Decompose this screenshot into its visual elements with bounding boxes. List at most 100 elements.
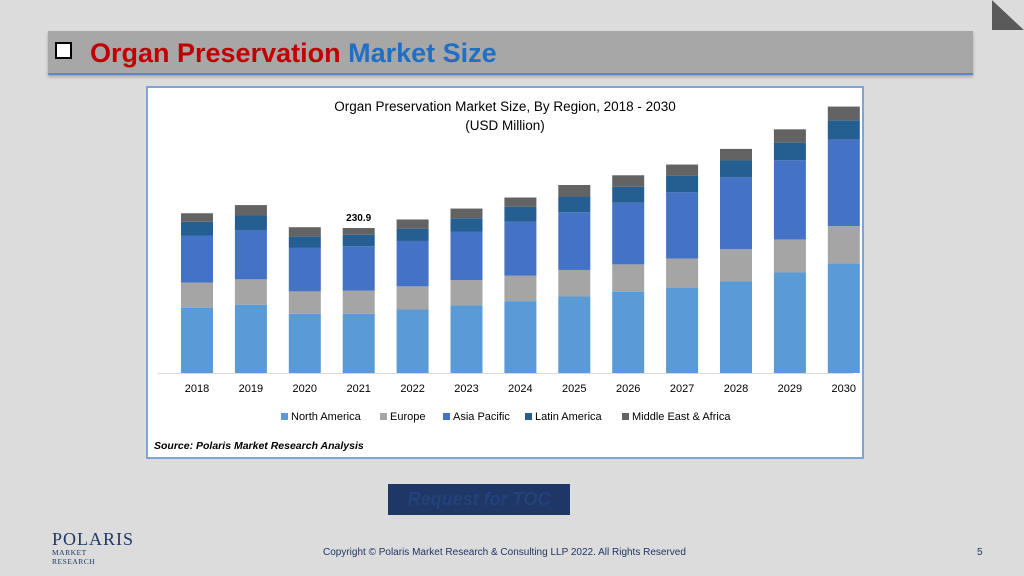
copyright-text: Copyright © Polaris Market Research & Co… xyxy=(323,547,686,558)
polaris-logo: POLARIS MARKET RESEARCH xyxy=(52,529,135,566)
title-part-red: Organ Preservation xyxy=(90,38,341,68)
legend-swatch-latin-america xyxy=(525,413,532,420)
bar-asia-pacific-2027 xyxy=(666,192,699,259)
x-tick-label-2024: 2024 xyxy=(508,383,532,395)
bar-latin-america-2023 xyxy=(450,218,483,232)
bar-latin-america-2028 xyxy=(720,160,752,178)
bar-north-america-2025 xyxy=(558,296,591,373)
bar-europe-2024 xyxy=(504,275,537,302)
x-tick-label-2021: 2021 xyxy=(346,383,370,395)
legend-swatch-middle-east-africa xyxy=(622,413,629,420)
bar-north-america-2020 xyxy=(288,313,321,373)
bar-latin-america-2018 xyxy=(181,221,213,236)
x-tick-label-2022: 2022 xyxy=(400,383,424,395)
bar-latin-america-2021 xyxy=(342,234,375,247)
bar-asia-pacific-2028 xyxy=(720,177,752,250)
page-title: Organ Preservation Market Size xyxy=(90,38,497,69)
legend-label-asia-pacific: Asia Pacific xyxy=(453,411,510,423)
bar-middle-east-africa-2024 xyxy=(504,197,537,207)
bar-latin-america-2020 xyxy=(288,236,321,248)
bar-north-america-2027 xyxy=(666,287,699,373)
bar-europe-2027 xyxy=(666,258,699,288)
bar-asia-pacific-2019 xyxy=(234,230,267,280)
bar-north-america-2021 xyxy=(342,313,375,373)
legend-swatch-asia-pacific xyxy=(443,413,450,420)
x-tick-label-2018: 2018 xyxy=(185,383,209,395)
title-part-blue: Market Size xyxy=(348,38,497,68)
request-toc-label: Request for TOC xyxy=(407,489,551,509)
checkbox-bullet-icon xyxy=(55,42,72,59)
x-tick-label-2025: 2025 xyxy=(562,383,586,395)
bar-latin-america-2019 xyxy=(234,215,267,231)
x-tick-label-2020: 2020 xyxy=(293,383,317,395)
chart-source: Source: Polaris Market Research Analysis xyxy=(154,440,364,452)
chart: Organ Preservation Market Size, By Regio… xyxy=(154,99,860,452)
bar-middle-east-africa-2023 xyxy=(450,208,483,219)
bar-europe-2023 xyxy=(450,280,483,306)
bar-middle-east-africa-2021 xyxy=(342,228,375,235)
request-toc-button[interactable]: Request for TOC xyxy=(388,484,570,515)
bar-europe-2022 xyxy=(396,286,429,310)
legend-label-middle-east-africa: Middle East & Africa xyxy=(632,411,731,423)
legend-label-europe: Europe xyxy=(390,411,425,423)
bar-middle-east-africa-2030 xyxy=(827,106,860,121)
bar-asia-pacific-2030 xyxy=(827,139,860,227)
bar-europe-2020 xyxy=(288,291,321,314)
legend-label-north-america: North America xyxy=(291,411,362,423)
data-label-2021: 230.9 xyxy=(346,213,371,224)
bar-europe-2026 xyxy=(612,264,645,292)
x-tick-label-2029: 2029 xyxy=(778,383,802,395)
bar-europe-2019 xyxy=(234,279,267,305)
bar-asia-pacific-2023 xyxy=(450,231,483,281)
bar-europe-2029 xyxy=(773,239,806,273)
bar-middle-east-africa-2018 xyxy=(181,213,213,222)
bar-north-america-2023 xyxy=(450,305,483,373)
bar-north-america-2026 xyxy=(612,291,645,373)
chart-frame: Organ Preservation Market Size, By Regio… xyxy=(146,86,864,459)
bar-latin-america-2026 xyxy=(612,186,645,203)
bar-europe-2030 xyxy=(827,226,860,264)
bar-middle-east-africa-2020 xyxy=(288,227,321,237)
x-tick-label-2028: 2028 xyxy=(724,383,748,395)
bar-latin-america-2030 xyxy=(827,120,860,140)
bar-north-america-2024 xyxy=(504,301,537,373)
bar-latin-america-2027 xyxy=(666,175,699,193)
bar-north-america-2028 xyxy=(720,281,752,373)
bar-asia-pacific-2024 xyxy=(504,221,537,276)
bar-latin-america-2022 xyxy=(396,228,429,241)
logo-top-text: POLARIS xyxy=(52,529,135,549)
bar-north-america-2018 xyxy=(181,307,213,373)
page-number: 5 xyxy=(977,547,983,558)
legend-swatch-north-america xyxy=(281,413,288,420)
x-tick-label-2026: 2026 xyxy=(616,383,640,395)
title-bar: Organ Preservation Market Size xyxy=(48,31,973,75)
bar-asia-pacific-2020 xyxy=(288,247,321,292)
bar-middle-east-africa-2028 xyxy=(720,148,752,161)
bar-middle-east-africa-2029 xyxy=(773,129,806,143)
bar-latin-america-2024 xyxy=(504,206,537,222)
legend-swatch-europe xyxy=(380,413,387,420)
bar-middle-east-africa-2025 xyxy=(558,185,591,197)
bar-europe-2025 xyxy=(558,269,591,297)
bar-asia-pacific-2026 xyxy=(612,202,645,265)
bar-asia-pacific-2029 xyxy=(773,160,806,240)
x-tick-label-2023: 2023 xyxy=(454,383,478,395)
bar-north-america-2019 xyxy=(234,304,267,373)
bar-latin-america-2025 xyxy=(558,196,591,213)
chart-subtitle: (USD Million) xyxy=(465,118,545,133)
bar-asia-pacific-2022 xyxy=(396,240,429,287)
bar-asia-pacific-2025 xyxy=(558,212,591,270)
bar-north-america-2030 xyxy=(827,263,860,373)
bar-middle-east-africa-2019 xyxy=(234,205,267,216)
bar-north-america-2022 xyxy=(396,309,429,373)
chart-title: Organ Preservation Market Size, By Regio… xyxy=(334,99,675,114)
bar-middle-east-africa-2026 xyxy=(612,175,645,187)
bar-asia-pacific-2021 xyxy=(342,246,375,291)
corner-fold-decoration xyxy=(992,0,1024,30)
bar-north-america-2029 xyxy=(773,272,806,373)
logo-bottom-text: MARKET RESEARCH xyxy=(52,548,96,566)
legend-label-latin-america: Latin America xyxy=(535,411,603,423)
bar-asia-pacific-2018 xyxy=(181,235,213,283)
bar-europe-2021 xyxy=(342,290,375,314)
x-tick-label-2019: 2019 xyxy=(239,383,263,395)
